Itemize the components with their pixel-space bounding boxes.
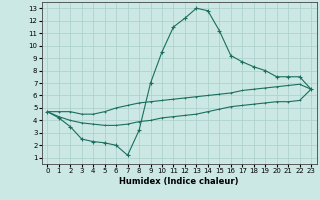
X-axis label: Humidex (Indice chaleur): Humidex (Indice chaleur) <box>119 177 239 186</box>
